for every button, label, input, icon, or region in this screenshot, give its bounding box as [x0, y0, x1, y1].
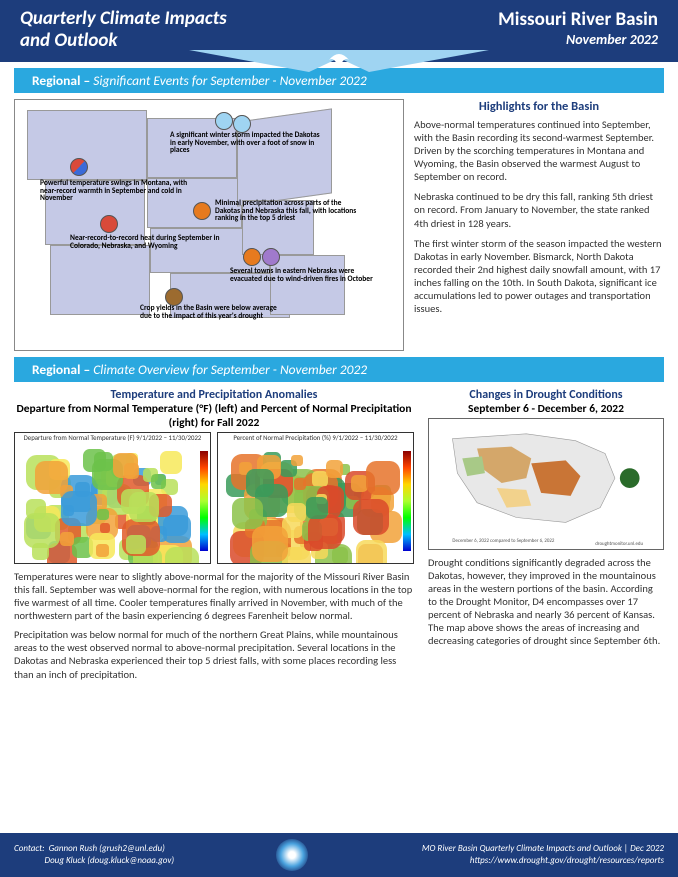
drought-svg: December 6, 2022 compared to September 6…: [429, 419, 663, 549]
map-patch: [232, 498, 263, 529]
map-patch: [126, 535, 145, 554]
event-marker-icon: [243, 248, 261, 266]
report-date: November 2022: [498, 31, 658, 48]
map-patch: [96, 544, 108, 556]
precip-chart: Percent of Normal Precipitation (%) 9/1/…: [217, 432, 414, 564]
event-marker-icon: [233, 115, 251, 133]
anomalies-heading: Temperature and Precipitation Anomalies: [14, 388, 414, 402]
drought-heading: Changes in Drought Conditions: [428, 388, 664, 402]
highlights-column: Highlights for the Basin Above-normal te…: [414, 99, 664, 351]
contact-2: Doug Kluck (doug.kluck@noaa.gov): [45, 855, 175, 866]
events-row: A significant winter storm impacted the …: [0, 99, 678, 351]
map-patch: [294, 478, 306, 490]
map-patch: [287, 503, 306, 522]
map-patch: [129, 492, 159, 522]
map-annotation: A significant winter storm impacted the …: [170, 132, 320, 156]
region-name: Missouri River Basin: [498, 8, 658, 31]
section-title: Significant Events for September - Novem…: [93, 72, 366, 89]
section-bar-overview: Regional – Climate Overview for Septembe…: [14, 357, 664, 382]
temp-chart-title: Departure from Normal Temperature (F) 9/…: [15, 433, 210, 443]
header-title: Quarterly Climate Impacts and Outlook: [20, 8, 227, 52]
temperature-chart: Departure from Normal Temperature (F) 9/…: [14, 432, 211, 564]
section-title: Climate Overview for September - Novembe…: [93, 361, 367, 378]
precip-chart-title: Percent of Normal Precipitation (%) 9/1/…: [218, 433, 413, 443]
contact-1: Gannon Rush (grush2@unl.edu): [49, 843, 165, 854]
map-patch: [246, 469, 274, 497]
event-marker-icon: [215, 112, 233, 130]
header-wave-graphic: [189, 50, 489, 74]
map-patch: [151, 474, 166, 489]
drought-map: December 6, 2022 compared to September 6…: [428, 418, 664, 550]
header-right: Missouri River Basin November 2022: [498, 8, 658, 52]
footer-title: MO River Basin Quarterly Climate Impacts…: [422, 843, 664, 854]
map-patch: [100, 523, 110, 533]
map-patch: [306, 497, 328, 519]
precip-colorbar: [403, 451, 411, 551]
title-line-2: and Outlook: [20, 30, 227, 52]
section-label: Regional –: [32, 72, 90, 89]
chart-pair: Departure from Normal Temperature (F) 9/…: [14, 432, 414, 564]
noaa-logo-icon: [276, 839, 308, 871]
map-patch: [326, 460, 343, 477]
document-header: Quarterly Climate Impacts and Outlook Mi…: [0, 0, 678, 62]
map-patch: [97, 509, 108, 520]
map-patch: [26, 499, 46, 519]
map-patch: [113, 453, 138, 478]
state-mn: [237, 108, 332, 206]
temp-colorbar: [200, 451, 208, 551]
map-patch: [165, 547, 199, 563]
event-marker-icon: [193, 202, 211, 220]
state-co: [50, 245, 150, 315]
map-patch: [160, 451, 182, 473]
drought-column: Changes in Drought Conditions September …: [428, 388, 664, 681]
title-line-1: Quarterly Climate Impacts: [20, 8, 227, 30]
anomalies-p1: Temperatures were near to slightly above…: [14, 570, 414, 623]
map-patch: [252, 526, 288, 562]
highlights-title: Highlights for the Basin: [414, 99, 664, 114]
document-footer: Contact: Gannon Rush (grush2@unl.edu) Do…: [0, 833, 678, 877]
map-patch: [308, 515, 342, 549]
footer-attribution: MO River Basin Quarterly Climate Impacts…: [320, 843, 664, 866]
map-annotation: Powerful temperature swings in Montana, …: [40, 180, 190, 204]
event-marker-icon: [70, 158, 88, 176]
map-patch: [356, 540, 387, 564]
contact-label: Contact:: [14, 843, 45, 854]
map-patch: [61, 491, 96, 526]
footer-url: https://www.drought.gov/drought/resource…: [470, 855, 664, 866]
highlights-p1: Above-normal temperatures continued into…: [414, 118, 664, 184]
map-annotation: Near-record-to-record heat during Septem…: [70, 235, 220, 251]
map-patch: [353, 499, 389, 535]
map-annotation: Crop yields in the Basin were below aver…: [140, 305, 290, 321]
drought-p1: Drought conditions significantly degrade…: [428, 556, 664, 648]
map-patch: [366, 461, 400, 495]
regional-map: A significant winter storm impacted the …: [14, 99, 404, 351]
footer-contacts: Contact: Gannon Rush (grush2@unl.edu) Do…: [14, 843, 264, 866]
event-marker-icon: [262, 248, 280, 266]
highlights-p2: Nebraska continued to be dry this fall, …: [414, 190, 664, 229]
map-patch: [60, 532, 74, 546]
map-patch: [94, 452, 113, 471]
event-marker-icon: [100, 215, 118, 233]
event-marker-icon: [165, 288, 183, 306]
anomalies-column: Temperature and Precipitation Anomalies …: [14, 388, 414, 681]
map-annotation: Minimal precipitation across parts of th…: [215, 200, 365, 224]
svg-text:December 6, 2022 compared to S: December 6, 2022 compared to September 6…: [452, 538, 554, 544]
drought-subheading: September 6 - December 6, 2022: [428, 402, 664, 416]
anomalies-p2: Precipitation was below normal for much …: [14, 628, 414, 681]
anomalies-subheading: Departure from Normal Temperature (°F) (…: [14, 402, 414, 430]
map-annotation: Several towns in eastern Nebraska were e…: [230, 268, 380, 284]
section-label: Regional –: [32, 361, 90, 378]
highlights-p3: The first winter storm of the season imp…: [414, 237, 664, 316]
overview-row: Temperature and Precipitation Anomalies …: [0, 388, 678, 681]
svg-text:droughtmonitor.unl.edu: droughtmonitor.unl.edu: [595, 541, 643, 547]
map-patch: [291, 455, 302, 466]
